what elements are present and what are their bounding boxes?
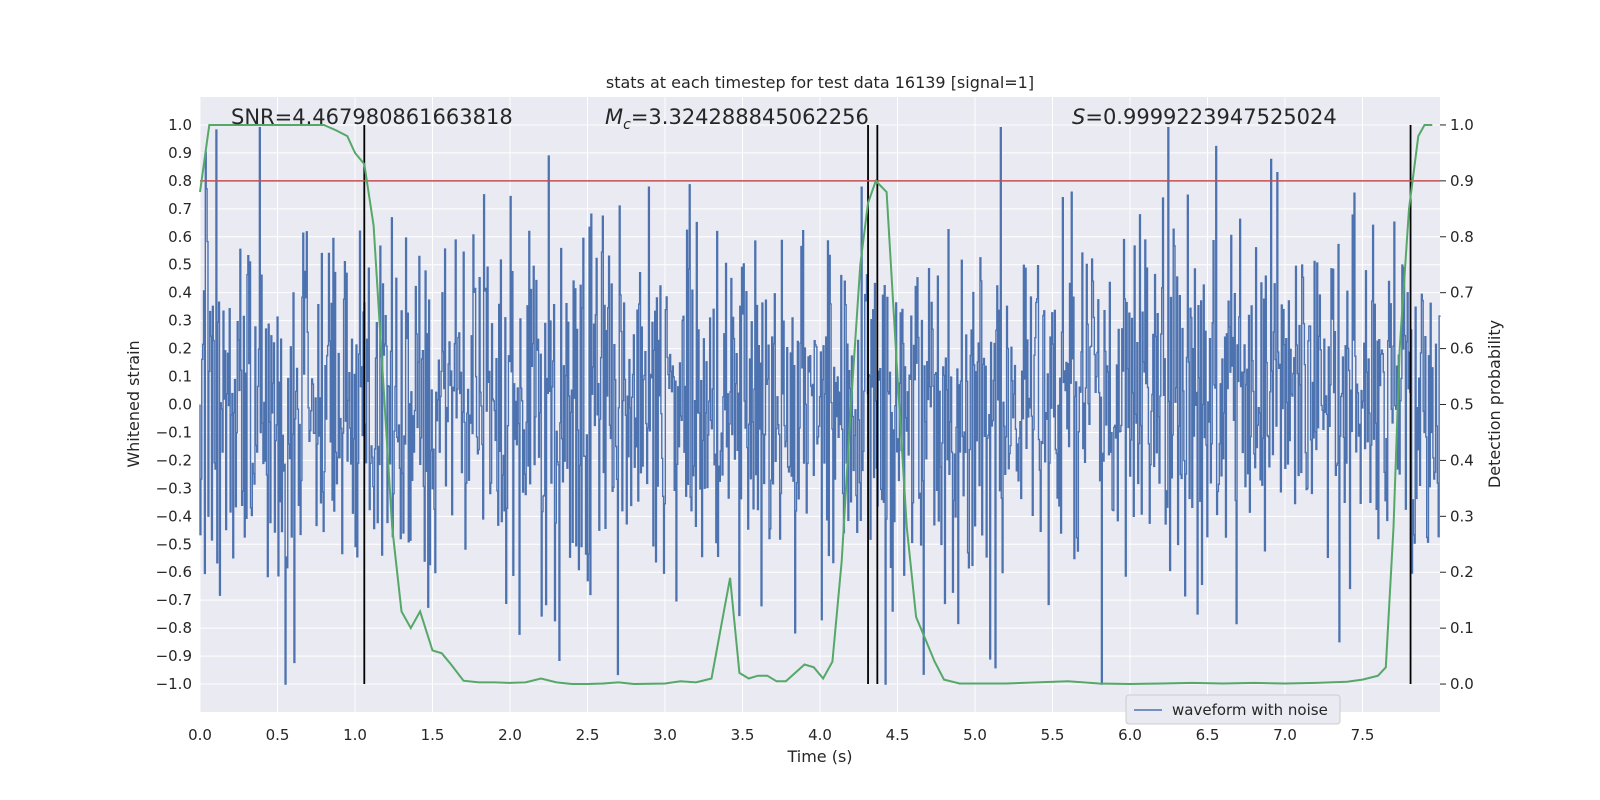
x-tick-label: 5.0 — [963, 726, 987, 744]
s-annotation: S=0.9999223947525024 — [1072, 105, 1337, 129]
y-tick-label-left: 0.1 — [168, 368, 192, 386]
x-tick-label: 6.5 — [1196, 726, 1220, 744]
x-tick-label: 5.5 — [1041, 726, 1065, 744]
x-tick-label: 7.5 — [1351, 726, 1375, 744]
x-tick-label: 0.5 — [266, 726, 290, 744]
y-tick-label-right: 0.6 — [1450, 340, 1474, 358]
y-tick-label-right: 0.1 — [1450, 619, 1474, 637]
y-tick-label-left: −0.6 — [156, 563, 192, 581]
s-value: =0.9999223947525024 — [1085, 105, 1336, 129]
x-tick-label: 1.0 — [343, 726, 367, 744]
y-tick-label-left: 0.8 — [168, 172, 192, 190]
x-tick-label: 4.0 — [808, 726, 832, 744]
x-tick-label: 3.5 — [731, 726, 755, 744]
y-tick-label-right: 0.8 — [1450, 228, 1474, 246]
x-axis-label: Time (s) — [786, 747, 852, 766]
x-tick-label: 2.5 — [576, 726, 600, 744]
y-tick-label-right: 0.9 — [1450, 172, 1474, 190]
mc-subscript: c — [623, 117, 631, 133]
x-tick-label: 3.0 — [653, 726, 677, 744]
waveform-path — [199, 127, 1441, 685]
chart-title: stats at each timestep for test data 161… — [606, 73, 1034, 92]
y-axis-label-left: Whitened strain — [124, 340, 143, 467]
y-tick-label-right: 0.7 — [1450, 284, 1474, 302]
y-tick-label-left: −0.8 — [156, 619, 192, 637]
legend-label-waveform: waveform with noise — [1172, 701, 1328, 719]
y-tick-label-left: −0.2 — [156, 451, 192, 469]
y-tick-label-left: 0.4 — [168, 284, 192, 302]
y-tick-label-left: 0.7 — [168, 200, 192, 218]
x-tick-label: 4.5 — [886, 726, 910, 744]
y-tick-label-right: 0.5 — [1450, 396, 1474, 414]
waveform-series — [199, 127, 1441, 685]
y-tick-label-left: 0.5 — [168, 256, 192, 274]
y-tick-label-left: −0.5 — [156, 535, 192, 553]
mc-symbol: M — [605, 105, 623, 129]
x-tick-label: 0.0 — [188, 726, 212, 744]
y-tick-label-right: 0.4 — [1450, 451, 1474, 469]
y-tick-label-left: −0.3 — [156, 479, 192, 497]
y-tick-label-left: 0.2 — [168, 340, 192, 358]
y-tick-label-left: 1.0 — [168, 116, 192, 134]
y-tick-label-left: −0.1 — [156, 423, 192, 441]
snr-annotation: SNR=4.467980861663818 — [231, 105, 513, 129]
x-tick-label: 6.0 — [1118, 726, 1142, 744]
y-tick-label-right: 1.0 — [1450, 116, 1474, 134]
legend-box — [1125, 694, 1341, 725]
y-tick-label-left: 0.6 — [168, 228, 192, 246]
x-tick-label: 1.5 — [421, 726, 445, 744]
vertical-lines — [363, 124, 1412, 685]
s-symbol: S — [1072, 105, 1085, 129]
y-tick-label-left: 0.9 — [168, 144, 192, 162]
y-tick-label-left: −0.4 — [156, 507, 192, 525]
y-tick-label-left: −1.0 — [156, 675, 192, 693]
y-axis-label-right: Detection probability — [1485, 320, 1504, 488]
y-tick-label-left: 0.0 — [168, 396, 192, 414]
legend: waveform with noise — [1125, 694, 1341, 725]
mc-annotation: Mc=3.324288845062256 — [605, 105, 869, 133]
y-tick-label-right: 0.3 — [1450, 507, 1474, 525]
y-tick-label-left: −0.9 — [156, 647, 192, 665]
y-tick-label-right: 0.2 — [1450, 563, 1474, 581]
y-tick-label-left: −0.7 — [156, 591, 192, 609]
mc-value: =3.324288845062256 — [631, 105, 869, 129]
y-tick-label-right: 0.0 — [1450, 675, 1474, 693]
probability-series — [199, 124, 1433, 686]
tick-labels: 0.0 0.5 1.0 1.5 2.0 2.5 3.0 3.5 4.0 4.5 5.0 5.5 6.0 6… — [156, 116, 1474, 744]
y-tick-label-left: 0.3 — [168, 312, 192, 330]
x-tick-label: 2.0 — [498, 726, 522, 744]
x-tick-label: 7.0 — [1273, 726, 1297, 744]
